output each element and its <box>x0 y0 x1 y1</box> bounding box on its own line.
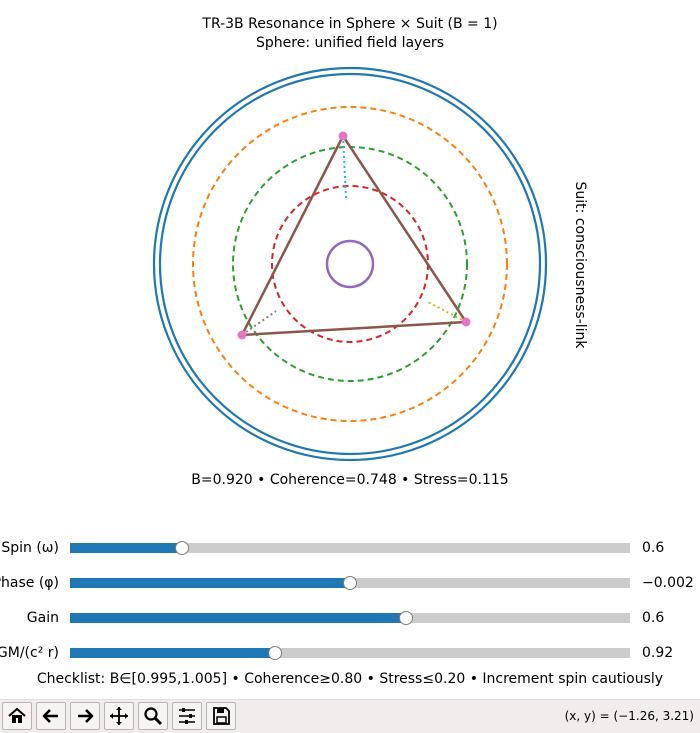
slider-label: Gain <box>26 610 59 626</box>
slider-track[interactable] <box>70 541 630 555</box>
navigation-toolbar: (x, y) = (−1.26, 3.21) <box>0 699 700 733</box>
metrics-readout: B=0.920 • Coherence=0.748 • Stress=0.115 <box>191 472 509 488</box>
slider-track[interactable] <box>70 576 630 590</box>
slider-label: Phase (φ) <box>0 575 59 591</box>
slider-value: 0.6 <box>642 610 665 626</box>
slider-handle[interactable] <box>175 541 189 555</box>
configure-subplots-icon <box>179 708 195 724</box>
slider-label: 2GM/(c² r) <box>0 645 59 661</box>
vector-right <box>427 301 467 323</box>
slider-label: Spin (ω) <box>1 540 59 556</box>
outer-ring-inner <box>158 72 542 456</box>
slider-phase: Phase (φ) −0.002 <box>0 571 700 595</box>
slider-spin: Spin (ω) 0.6 <box>0 536 700 560</box>
vector-left <box>241 310 277 336</box>
suit-label: Suit: consciousness-link <box>572 181 588 349</box>
slider-fill <box>70 578 350 588</box>
vertex-top <box>338 131 348 141</box>
field-layer-red <box>271 185 429 343</box>
cursor-coordinates: (x, y) = (−1.26, 3.21) <box>564 709 694 723</box>
slider-track[interactable] <box>70 646 630 660</box>
home-icon <box>8 707 26 723</box>
pan-icon <box>110 707 128 725</box>
slider-value: 0.6 <box>642 540 665 556</box>
home-button[interactable] <box>2 702 32 730</box>
forward-button[interactable] <box>70 702 100 730</box>
vertex-right <box>461 317 471 327</box>
slider-track[interactable] <box>70 611 630 625</box>
craft-triangle <box>240 134 468 337</box>
save-button[interactable] <box>206 702 236 730</box>
slider-handle[interactable] <box>399 611 413 625</box>
zoom-button[interactable] <box>138 702 168 730</box>
back-arrow-icon <box>42 709 58 723</box>
slider-gain: Gain 0.6 <box>0 606 700 630</box>
field-layer-orange <box>192 106 508 422</box>
slider-fill <box>70 648 275 658</box>
back-button[interactable] <box>36 702 66 730</box>
checklist-text: Checklist: B∈[0.995,1.005] • Coherence≥0… <box>36 671 664 687</box>
pan-button[interactable] <box>104 702 134 730</box>
plot-subtitle: Sphere: unified field layers <box>256 35 444 51</box>
resonance-plot[interactable] <box>0 0 700 500</box>
slider-value: 0.92 <box>642 645 674 661</box>
vector-top <box>342 135 347 199</box>
slider-compactness: 2GM/(c² r) 0.92 <box>0 641 700 665</box>
slider-handle[interactable] <box>267 646 282 660</box>
slider-fill <box>70 613 406 623</box>
vertex-left <box>237 330 247 340</box>
outer-ring-outer <box>152 66 548 462</box>
slider-value: −0.002 <box>642 575 694 591</box>
field-layer-green <box>232 146 468 382</box>
save-icon <box>213 707 230 725</box>
plot-title: TR-3B Resonance in Sphere × Suit (B = 1) <box>202 16 498 32</box>
configure-subplots-button[interactable] <box>172 702 202 730</box>
zoom-icon <box>144 707 163 726</box>
slider-fill <box>70 543 182 553</box>
core-ring <box>325 239 375 289</box>
forward-arrow-icon <box>78 709 94 723</box>
slider-handle[interactable] <box>343 576 357 590</box>
